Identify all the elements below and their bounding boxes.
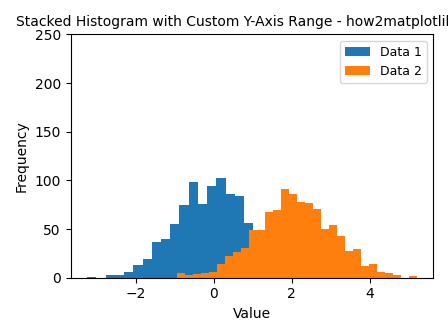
Bar <box>177 273 185 278</box>
Bar <box>265 212 273 278</box>
Bar <box>233 252 241 278</box>
Bar <box>226 194 235 278</box>
Bar <box>297 202 305 278</box>
Bar <box>198 204 207 278</box>
Bar <box>305 203 313 278</box>
Bar <box>273 210 281 278</box>
Bar <box>345 251 353 278</box>
Title: Stacked Histogram with Custom Y-Axis Range - how2matplotlib.com: Stacked Histogram with Custom Y-Axis Ran… <box>16 15 448 29</box>
Bar <box>272 250 281 278</box>
Bar <box>185 275 193 278</box>
Bar <box>115 275 124 278</box>
Bar <box>300 275 309 278</box>
Bar <box>152 242 161 278</box>
Bar <box>254 234 263 278</box>
Bar <box>142 259 152 278</box>
Bar <box>124 272 134 278</box>
Bar <box>369 264 377 278</box>
Bar <box>321 229 329 278</box>
Bar <box>289 194 297 278</box>
Bar <box>392 275 401 278</box>
Bar <box>225 256 233 278</box>
Bar <box>384 273 392 278</box>
Bar <box>244 223 254 278</box>
Bar <box>241 248 249 278</box>
Bar <box>377 272 384 278</box>
Bar <box>217 264 225 278</box>
Bar <box>327 277 336 278</box>
Bar <box>235 196 244 278</box>
Bar <box>189 182 198 278</box>
Bar <box>355 277 364 278</box>
Bar <box>161 239 170 278</box>
Bar <box>207 186 216 278</box>
Legend: Data 1, Data 2: Data 1, Data 2 <box>340 41 427 83</box>
Bar <box>263 248 272 278</box>
Bar <box>290 266 300 278</box>
Bar <box>249 230 257 278</box>
Bar <box>309 271 318 278</box>
Bar <box>353 249 361 278</box>
Bar <box>87 277 96 278</box>
Bar <box>281 255 290 278</box>
Bar <box>106 275 115 278</box>
Bar <box>409 276 417 278</box>
Bar <box>193 274 201 278</box>
Bar <box>180 205 189 278</box>
Bar <box>281 189 289 278</box>
Bar <box>134 265 142 278</box>
Y-axis label: Frequency: Frequency <box>15 120 29 192</box>
Bar <box>170 224 180 278</box>
Bar <box>337 236 345 278</box>
Bar <box>313 209 321 278</box>
Bar <box>201 273 209 278</box>
Bar <box>257 230 265 278</box>
X-axis label: Value: Value <box>233 307 271 321</box>
Bar <box>209 272 217 278</box>
Bar <box>361 266 369 278</box>
Bar <box>329 225 337 278</box>
Bar <box>216 178 226 278</box>
Bar <box>318 277 327 278</box>
